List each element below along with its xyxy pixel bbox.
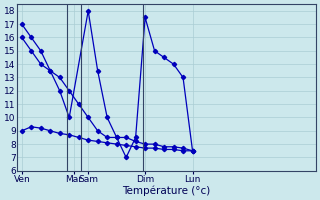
X-axis label: Température (°c): Température (°c)	[122, 185, 211, 196]
